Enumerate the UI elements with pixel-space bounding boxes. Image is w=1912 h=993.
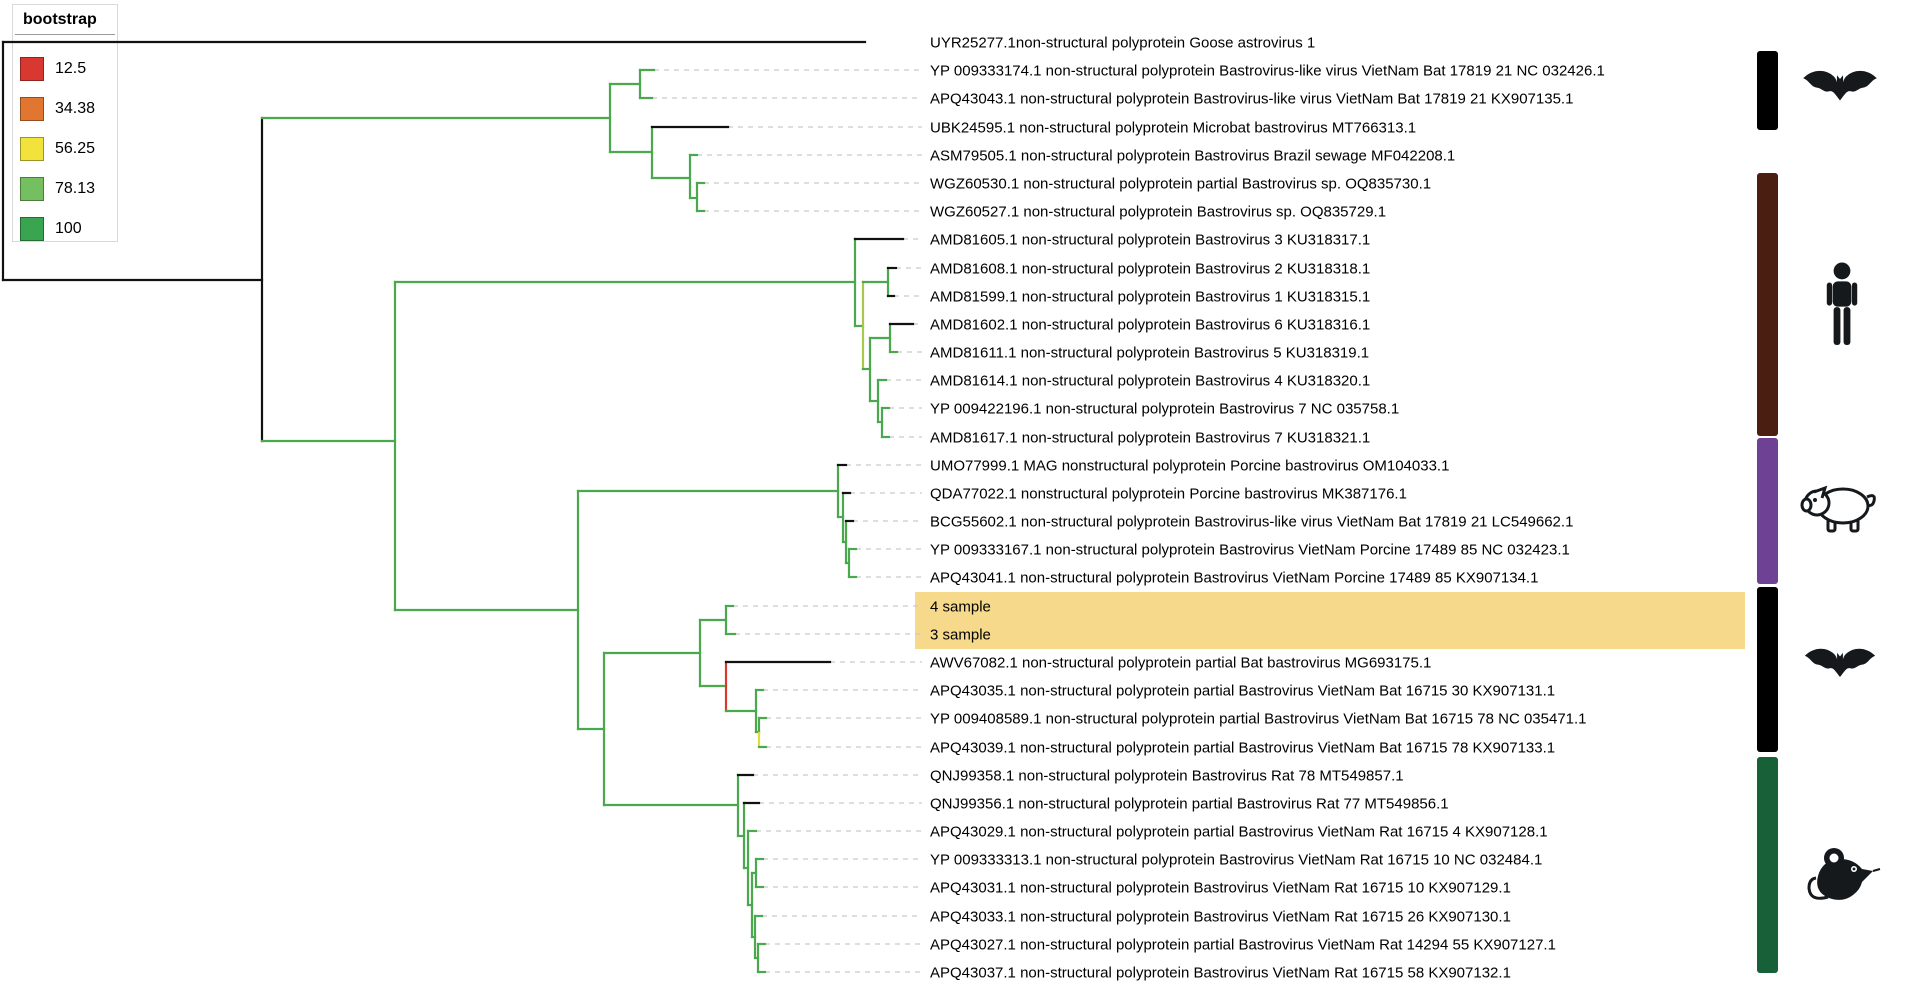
taxon-label: AMD81617.1 non-structural polyprotein Ba… [930, 430, 1370, 447]
taxon-label: ASM79505.1 non-structural polyprotein Ba… [930, 148, 1455, 165]
legend-entry: 34.38 [13, 89, 117, 129]
pig-icon [1800, 485, 1876, 533]
legend-entry: 12.5 [13, 49, 117, 89]
taxon-label: APQ43031.1 non-structural polyprotein Ba… [930, 880, 1511, 897]
taxon-label: WGZ60530.1 non-structural polyprotein pa… [930, 176, 1431, 193]
taxon-label: AWV67082.1 non-structural polyprotein pa… [930, 655, 1431, 672]
taxon-label: BCG55602.1 non-structural polyprotein Ba… [930, 514, 1573, 531]
host-group-bar-rat [1757, 757, 1778, 973]
bat-icon [1803, 70, 1877, 101]
legend-color-swatch [20, 57, 44, 81]
legend-value-label: 100 [55, 220, 82, 237]
taxon-label: UYR25277.1non-structural polyprotein Goo… [930, 35, 1315, 52]
taxon-label: AMD81614.1 non-structural polyprotein Ba… [930, 373, 1370, 390]
taxon-label: AMD81611.1 non-structural polyprotein Ba… [930, 345, 1369, 362]
legend-value-label: 56.25 [55, 140, 96, 157]
taxon-label: UBK24595.1 non-structural polyprotein Mi… [930, 120, 1416, 137]
taxon-label: YP 009422196.1 non-structural polyprotei… [930, 401, 1399, 418]
taxon-label: APQ43041.1 non-structural polyprotein Ba… [930, 570, 1538, 587]
sample-highlight-band [915, 592, 1745, 649]
human-icon [1826, 262, 1858, 345]
taxon-label: AMD81605.1 non-structural polyprotein Ba… [930, 232, 1370, 249]
taxon-label: QDA77022.1 nonstructural polyprotein Por… [930, 486, 1407, 503]
legend-divider [15, 34, 115, 35]
legend-value-label: 34.38 [55, 100, 96, 117]
taxon-label: APQ43027.1 non-structural polyprotein pa… [930, 937, 1556, 954]
sample-taxon-label: 3 sample [930, 627, 991, 644]
sample-taxon-label: 4 sample [930, 599, 991, 616]
legend-color-swatch [20, 137, 44, 161]
taxon-label: AMD81608.1 non-structural polyprotein Ba… [930, 261, 1370, 278]
host-group-bar-bat [1757, 587, 1778, 752]
legend-color-swatch [20, 97, 44, 121]
taxon-label: YP 009333174.1 non-structural polyprotei… [930, 63, 1605, 80]
taxon-label: QNJ99356.1 non-structural polyprotein pa… [930, 796, 1449, 813]
taxon-label: WGZ60527.1 non-structural polyprotein Ba… [930, 204, 1386, 221]
taxon-label: YP 009408589.1 non-structural polyprotei… [930, 711, 1587, 728]
taxon-label: AMD81599.1 non-structural polyprotein Ba… [930, 289, 1370, 306]
host-group-bar-bat [1757, 51, 1778, 130]
legend-value-label: 12.5 [55, 60, 87, 77]
taxon-label: APQ43037.1 non-structural polyprotein Ba… [930, 965, 1511, 982]
bat-icon [1804, 648, 1876, 677]
taxon-label: APQ43029.1 non-structural polyprotein pa… [930, 824, 1548, 841]
taxon-label: UMO77999.1 MAG nonstructural polyprotein… [930, 458, 1449, 475]
taxon-label: APQ43039.1 non-structural polyprotein pa… [930, 740, 1555, 757]
taxon-label: QNJ99358.1 non-structural polyprotein Ba… [930, 768, 1404, 785]
host-group-bar-pig [1757, 438, 1778, 584]
taxon-label: APQ43033.1 non-structural polyprotein Ba… [930, 909, 1511, 926]
legend-entry: 100 [13, 209, 117, 249]
rat-icon [1807, 848, 1881, 900]
host-group-bar-human [1757, 173, 1778, 436]
legend-entries: 12.5 34.38 56.25 78.13 100 [13, 49, 117, 249]
taxon-label: YP 009333167.1 non-structural polyprotei… [930, 542, 1570, 559]
taxon-label: APQ43035.1 non-structural polyprotein pa… [930, 683, 1555, 700]
legend-color-swatch [20, 217, 44, 241]
bootstrap-legend: bootstrap 12.5 34.38 56.25 78.13 100 [12, 4, 118, 242]
legend-title: bootstrap [23, 11, 97, 28]
legend-entry: 78.13 [13, 169, 117, 209]
legend-entry: 56.25 [13, 129, 117, 169]
taxon-label: YP 009333313.1 non-structural polyprotei… [930, 852, 1542, 869]
legend-value-label: 78.13 [55, 180, 96, 197]
taxon-label: APQ43043.1 non-structural polyprotein Ba… [930, 91, 1573, 108]
legend-color-swatch [20, 177, 44, 201]
taxon-label: AMD81602.1 non-structural polyprotein Ba… [930, 317, 1370, 334]
